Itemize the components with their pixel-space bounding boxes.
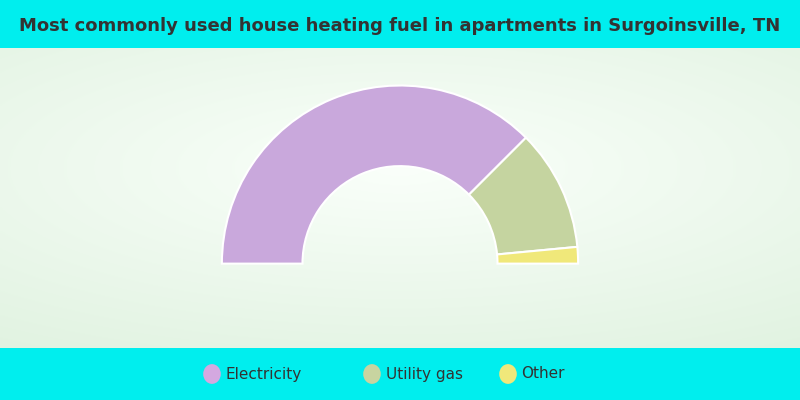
Ellipse shape	[499, 364, 517, 384]
Wedge shape	[222, 86, 526, 264]
Text: Utility gas: Utility gas	[386, 366, 462, 382]
Wedge shape	[497, 247, 578, 264]
Text: Most commonly used house heating fuel in apartments in Surgoinsville, TN: Most commonly used house heating fuel in…	[19, 17, 781, 35]
Text: Other: Other	[522, 366, 565, 382]
Ellipse shape	[203, 364, 221, 384]
Wedge shape	[469, 138, 578, 254]
Text: Electricity: Electricity	[226, 366, 302, 382]
Ellipse shape	[363, 364, 381, 384]
